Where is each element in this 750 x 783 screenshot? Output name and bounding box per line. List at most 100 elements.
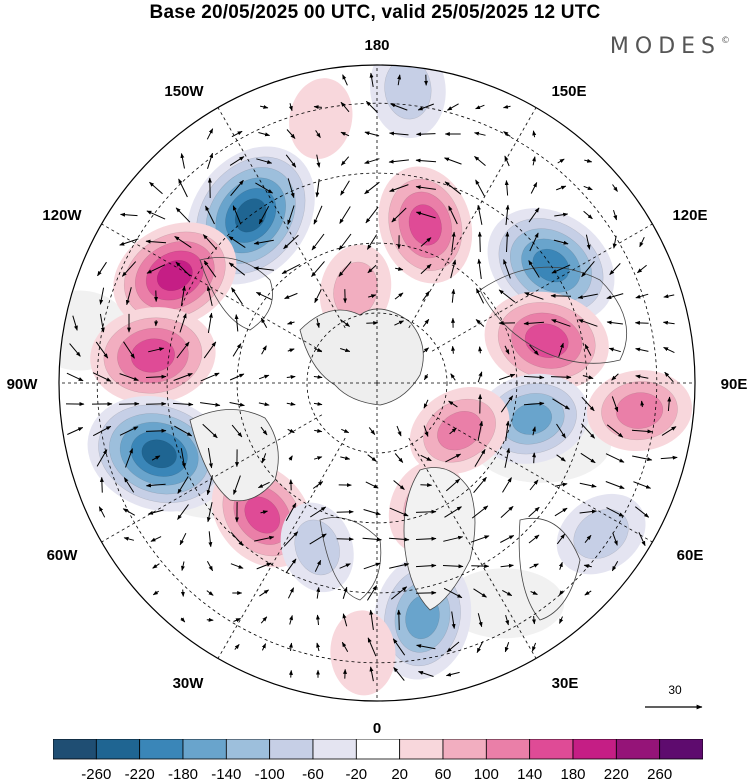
wind-vector: [423, 399, 429, 409]
wind-vector: [258, 374, 270, 380]
wind-vector: [313, 456, 323, 461]
wind-vector: [176, 341, 190, 359]
wind-vector: [451, 231, 456, 252]
colorbar-box: [139, 739, 184, 760]
wind-vector: [145, 483, 166, 488]
copyright-mark: ©: [721, 36, 730, 46]
wind-vector: [470, 535, 490, 543]
wind-vector: [366, 234, 378, 250]
vector-scale: 30: [645, 683, 703, 710]
wind-vector: [415, 590, 437, 595]
wind-vector: [232, 205, 242, 225]
wind-vector: [606, 320, 623, 325]
wind-vector: [255, 291, 272, 301]
wind-vector: [177, 504, 189, 520]
wind-vector: [340, 156, 350, 166]
wind-vector: [391, 207, 407, 223]
wind-vector: [96, 449, 108, 467]
colorbar-tick-label: -60: [302, 766, 324, 783]
wind-vector: [338, 233, 352, 251]
wind-vector: [229, 402, 245, 407]
wind-vector: [285, 558, 297, 574]
wind-vector: [640, 400, 645, 408]
wind-vector: [146, 264, 166, 274]
wind-vector: [283, 531, 299, 547]
wind-vector: [388, 537, 410, 542]
anomaly-contour: [244, 496, 281, 534]
wind-vector: [285, 502, 297, 522]
wind-vector: [67, 427, 84, 435]
lon-label-30e: 30E: [552, 675, 579, 692]
lon-label-120w: 120W: [42, 207, 82, 224]
anomaly-contour: [511, 402, 553, 435]
wind-vector: [369, 609, 374, 630]
anomaly-center: [280, 502, 354, 593]
wind-vector: [528, 506, 540, 518]
colorbar-box: [269, 739, 314, 760]
anomaly-center: [487, 208, 615, 324]
wind-vector: [579, 509, 597, 514]
wind-vector: [119, 426, 139, 436]
colorbar-tick-label: -20: [345, 766, 367, 783]
wind-vector: [477, 420, 484, 441]
wind-vector: [281, 263, 301, 275]
wind-vector: [231, 287, 243, 305]
wind-vector: [208, 531, 213, 548]
wind-vector: [528, 207, 540, 223]
wind-vector: [179, 532, 187, 546]
wind-vector: [632, 455, 653, 462]
wind-vector: [145, 239, 167, 244]
wind-vector: [369, 666, 374, 682]
wind-vector: [287, 428, 295, 434]
wind-vector: [389, 184, 409, 192]
wind-vector: [286, 129, 296, 139]
wind-vector: [500, 506, 514, 518]
colorbar-tick-label: -260: [81, 766, 111, 783]
wind-vector: [415, 185, 436, 190]
wind-vector: [288, 642, 293, 651]
wind-vector: [148, 509, 164, 515]
wind-vector: [289, 615, 293, 625]
wind-vector: [504, 642, 510, 653]
wind-vector: [173, 373, 193, 381]
wind-vector: [448, 205, 458, 225]
wind-vector: [606, 507, 624, 517]
map-boundary: [58, 64, 696, 702]
wind-vector: [256, 562, 272, 570]
wind-vector: [420, 237, 432, 247]
wind-vector: [256, 158, 273, 164]
wind-vector: [125, 287, 132, 306]
wind-vector: [97, 261, 107, 277]
wind-vector: [206, 561, 214, 572]
colorbar-tick-label: -140: [211, 766, 241, 783]
meridian-line: [101, 223, 323, 352]
wind-vector: [505, 614, 510, 626]
colorbar-tick-label: -180: [168, 766, 198, 783]
wind-vector: [532, 426, 536, 436]
wind-vector: [200, 372, 220, 382]
wind-vector: [584, 158, 593, 163]
wind-vector: [423, 425, 429, 437]
anomaly-contour: [330, 610, 396, 696]
wind-vector: [342, 613, 348, 627]
wind-vector: [286, 401, 296, 406]
wind-vector: [606, 424, 624, 438]
colorbar-box: [399, 739, 444, 760]
wind-vector: [639, 236, 645, 248]
wind-vector: [200, 402, 221, 407]
anomaly-center: [330, 610, 396, 696]
wind-vector: [634, 320, 649, 325]
wind-vector: [92, 425, 112, 437]
anomaly-center: [484, 291, 609, 390]
wind-vector: [584, 343, 592, 356]
meridian-line: [217, 107, 346, 329]
wind-vector: [180, 617, 186, 623]
wind-vector: [420, 483, 433, 488]
wind-vector: [72, 315, 78, 331]
wind-vector: [585, 234, 591, 250]
wind-vector: [342, 586, 348, 599]
wind-vector: [444, 506, 462, 518]
wind-vector: [396, 425, 402, 437]
graticule: [59, 65, 695, 701]
wind-vector: [69, 343, 81, 357]
